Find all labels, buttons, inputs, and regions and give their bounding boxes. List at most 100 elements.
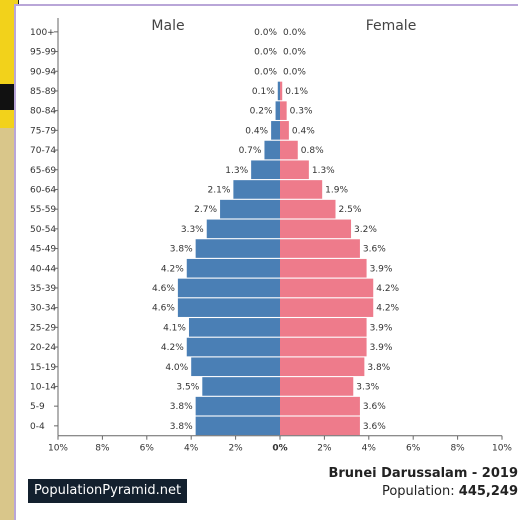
female-bar-50-54 xyxy=(280,219,352,239)
male-value-label: 0.0% xyxy=(254,28,277,38)
female-value-label: 1.3% xyxy=(312,166,335,176)
male-value-label: 0.7% xyxy=(239,146,262,156)
age-group-label: 30-34 xyxy=(30,304,56,314)
male-value-label: 3.8% xyxy=(170,422,193,432)
x-tick-label: 10% xyxy=(48,444,68,454)
male-value-label: 4.1% xyxy=(163,323,186,333)
age-group-label: 5-9 xyxy=(30,402,45,412)
male-bar-40-44 xyxy=(186,258,280,278)
male-bar-80-84 xyxy=(275,101,280,120)
age-group-label: 45-49 xyxy=(30,245,56,255)
male-bar-15-19 xyxy=(191,357,280,377)
female-value-label: 2.5% xyxy=(339,205,362,215)
male-bar-60-64 xyxy=(233,180,280,199)
age-group-label: 100+ xyxy=(30,28,55,38)
male-bar-10-14 xyxy=(202,377,280,396)
age-group-label: 0-4 xyxy=(30,422,45,432)
male-bar-35-39 xyxy=(177,278,280,298)
female-bar-15-19 xyxy=(280,357,365,377)
male-value-label: 0.1% xyxy=(252,87,275,97)
male-bar-85-89 xyxy=(277,81,280,101)
female-value-label: 3.9% xyxy=(370,323,393,333)
age-group-label: 80-84 xyxy=(30,107,56,117)
female-bar-75-79 xyxy=(280,121,289,140)
female-bar-70-74 xyxy=(280,140,298,160)
age-group-label: 60-64 xyxy=(30,185,56,195)
male-value-label: 0.0% xyxy=(254,67,277,77)
female-value-label: 0.3% xyxy=(290,107,313,117)
female-bar-20-24 xyxy=(280,337,367,357)
male-bar-30-34 xyxy=(177,298,280,317)
female-bar-40-44 xyxy=(280,258,367,278)
male-value-label: 3.3% xyxy=(181,225,204,235)
female-bar-35-39 xyxy=(280,278,374,298)
female-value-label: 3.6% xyxy=(363,422,386,432)
age-group-label: 25-29 xyxy=(30,323,56,333)
male-bar-70-74 xyxy=(264,140,280,160)
age-group-label: 50-54 xyxy=(30,225,56,235)
male-value-label: 0.2% xyxy=(250,107,273,117)
male-value-label: 4.6% xyxy=(152,304,175,314)
female-value-label: 1.9% xyxy=(325,185,348,195)
male-bar-0-4 xyxy=(195,416,280,436)
x-tick-label: 0% xyxy=(272,444,287,454)
x-tick-label: 2% xyxy=(317,444,332,454)
x-tick-label: 8% xyxy=(95,444,110,454)
female-bar-10-14 xyxy=(280,377,354,396)
age-group-label: 10-14 xyxy=(30,382,56,392)
age-group-label: 95-99 xyxy=(30,48,56,58)
male-value-label: 0.0% xyxy=(254,48,277,58)
female-value-label: 0.0% xyxy=(283,28,306,38)
female-value-label: 0.0% xyxy=(283,67,306,77)
x-tick-label: 4% xyxy=(362,444,377,454)
background-dark-panel xyxy=(0,84,18,110)
female-value-label: 3.6% xyxy=(363,245,386,255)
male-bar-5-9 xyxy=(195,396,280,416)
age-group-label: 15-19 xyxy=(30,363,56,373)
male-value-label: 4.2% xyxy=(161,343,184,353)
male-header: Male xyxy=(151,18,184,34)
background-window-edge xyxy=(0,0,14,520)
female-value-label: 4.2% xyxy=(376,304,399,314)
age-group-label: 90-94 xyxy=(30,67,56,77)
male-value-label: 0.4% xyxy=(245,126,268,136)
male-value-label: 4.2% xyxy=(161,264,184,274)
x-tick-label: 8% xyxy=(450,444,465,454)
male-bar-20-24 xyxy=(186,337,280,357)
female-value-label: 0.1% xyxy=(285,87,308,97)
axes-group: 100+ 95-99 90-94 85-89 80-84 75-79 70-74 65-69 6… xyxy=(30,18,512,454)
female-bar-60-64 xyxy=(280,180,323,199)
age-group-label: 65-69 xyxy=(30,166,56,176)
male-bar-50-54 xyxy=(206,219,280,239)
female-value-label: 4.2% xyxy=(376,284,399,294)
male-value-label: 2.7% xyxy=(194,205,217,215)
female-bar-55-59 xyxy=(280,199,336,219)
male-bar-75-79 xyxy=(271,121,280,140)
male-bar-55-59 xyxy=(220,199,280,219)
female-bar-65-69 xyxy=(280,160,309,180)
age-group-label: 55-59 xyxy=(30,205,56,215)
age-group-label: 85-89 xyxy=(30,87,56,97)
male-value-label: 3.5% xyxy=(176,382,199,392)
female-value-label: 0.8% xyxy=(301,146,324,156)
male-value-label: 4.0% xyxy=(165,363,188,373)
male-value-label: 3.8% xyxy=(170,402,193,412)
female-bar-30-34 xyxy=(280,298,374,317)
x-tick-label: 6% xyxy=(406,444,421,454)
age-group-label: 20-24 xyxy=(30,343,56,353)
female-bar-45-49 xyxy=(280,239,360,258)
female-value-label: 0.4% xyxy=(292,126,315,136)
female-value-label: 3.9% xyxy=(370,343,393,353)
country-year-title: Brunei Darussalam - 2019 xyxy=(328,466,518,481)
age-group-label: 40-44 xyxy=(30,264,56,274)
female-value-label: 3.8% xyxy=(367,363,390,373)
male-value-label: 3.8% xyxy=(170,245,193,255)
bars-group: 0.0% 0.0% 0.0% 0.0% 0.0% 0.0% 0.1% 0.1% 0.2% 0.3%… xyxy=(152,28,400,436)
population-value: 445,249 xyxy=(458,484,518,499)
age-group-label: 35-39 xyxy=(30,284,56,294)
male-bar-65-69 xyxy=(251,160,280,180)
x-tick-label: 2% xyxy=(228,444,243,454)
female-bar-5-9 xyxy=(280,396,360,416)
age-group-label: 70-74 xyxy=(30,146,56,156)
